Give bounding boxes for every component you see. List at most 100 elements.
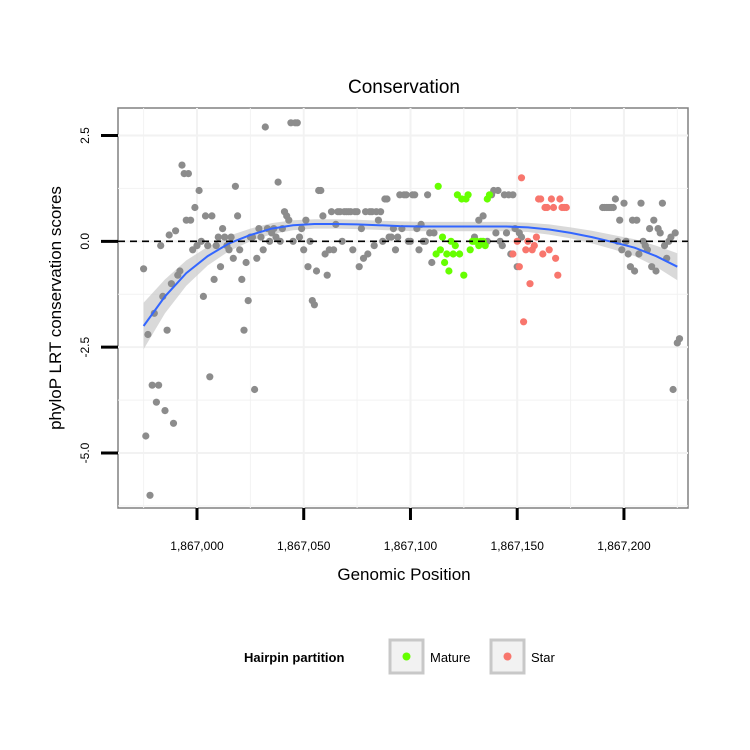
point-star: [543, 203, 551, 212]
point-other: [658, 199, 667, 207]
point-other: [148, 381, 156, 389]
point-other: [266, 237, 274, 245]
point-other: [424, 191, 432, 199]
x-tick-label: 1,867,000: [170, 539, 224, 553]
point-other: [152, 398, 160, 406]
x-tick-label: 1,867,050: [277, 539, 331, 553]
point-star: [517, 174, 526, 182]
point-other: [319, 212, 327, 220]
point-mature: [445, 267, 453, 275]
point-other: [611, 195, 620, 203]
point-star: [537, 195, 545, 203]
point-other: [349, 246, 357, 254]
point-other: [163, 326, 171, 334]
point-other: [238, 275, 246, 283]
point-star: [530, 242, 538, 250]
point-other: [624, 250, 632, 258]
legend-entry-mature: Mature: [388, 638, 470, 675]
y-tick-label: 2.5: [78, 127, 92, 144]
point-other: [391, 246, 400, 254]
point-other: [161, 407, 169, 415]
point-other: [274, 178, 282, 186]
point-other: [187, 216, 195, 224]
point-other: [261, 123, 269, 131]
point-other: [257, 233, 265, 241]
x-axis-title: Genomic Position: [337, 565, 470, 584]
point-star: [549, 203, 558, 212]
point-star: [547, 195, 556, 203]
point-other: [199, 292, 207, 300]
point-other: [214, 233, 222, 241]
chart-title: Conservation: [348, 77, 460, 98]
point-other: [498, 242, 506, 250]
point-other: [219, 225, 227, 233]
point-other: [609, 203, 617, 212]
point-other: [142, 432, 150, 440]
axis-layer: 1,867,000 1,867,050 1,867,100 1,867,150 1,86…: [78, 127, 651, 553]
point-other: [236, 246, 244, 254]
y-axis-title: phyloP LRT conservation scores: [46, 186, 65, 430]
point-other: [285, 216, 293, 224]
point-other: [620, 199, 628, 207]
point-other: [671, 229, 679, 237]
point-other: [675, 335, 684, 343]
point-other: [259, 246, 267, 254]
point-other: [178, 161, 186, 169]
point-other: [509, 191, 517, 199]
point-other: [394, 233, 402, 241]
point-other: [251, 385, 259, 394]
point-star: [532, 233, 541, 241]
point-other: [240, 326, 248, 334]
point-other: [157, 242, 165, 250]
point-other: [377, 208, 385, 216]
y-tick-label: 0.0: [78, 233, 92, 250]
point-other: [216, 263, 225, 271]
point-star: [526, 280, 534, 288]
point-other: [167, 280, 175, 288]
point-mature: [441, 258, 449, 267]
point-other: [646, 225, 654, 233]
point-other: [635, 250, 643, 258]
point-mature: [464, 191, 472, 199]
point-other: [169, 419, 178, 427]
point-other: [289, 237, 297, 245]
point-other: [184, 170, 192, 178]
point-other: [208, 212, 216, 220]
point-mature: [438, 233, 447, 241]
legend: Hairpin partition Mature Star: [244, 638, 556, 675]
point-mature: [466, 246, 474, 254]
point-other: [140, 265, 148, 273]
y-tick-label: -2.5: [78, 336, 92, 357]
point-other: [227, 233, 235, 241]
point-star: [520, 318, 528, 326]
point-star: [539, 250, 547, 258]
point-other: [293, 119, 301, 127]
x-tick-label: 1,867,150: [491, 539, 545, 553]
point-other: [428, 258, 436, 267]
point-other: [338, 237, 346, 245]
point-other: [364, 250, 372, 258]
point-other: [387, 233, 395, 241]
point-other: [415, 246, 423, 254]
point-mature: [460, 271, 468, 279]
point-other: [201, 212, 210, 220]
point-mature: [481, 242, 489, 250]
point-other: [492, 229, 500, 237]
point-mature: [456, 250, 464, 258]
point-other: [225, 246, 233, 254]
point-other: [229, 254, 237, 262]
point-mature: [449, 250, 457, 258]
point-other: [317, 186, 325, 195]
point-mature: [485, 191, 494, 199]
point-other: [357, 225, 365, 233]
point-other: [234, 212, 242, 220]
point-other: [191, 203, 199, 212]
point-other: [330, 246, 338, 254]
point-other: [327, 208, 336, 216]
legend-dot-mature: [402, 652, 411, 661]
point-other: [231, 182, 239, 190]
point-star: [515, 263, 523, 271]
point-other: [197, 237, 205, 245]
point-star: [556, 195, 564, 203]
point-other: [255, 225, 263, 233]
